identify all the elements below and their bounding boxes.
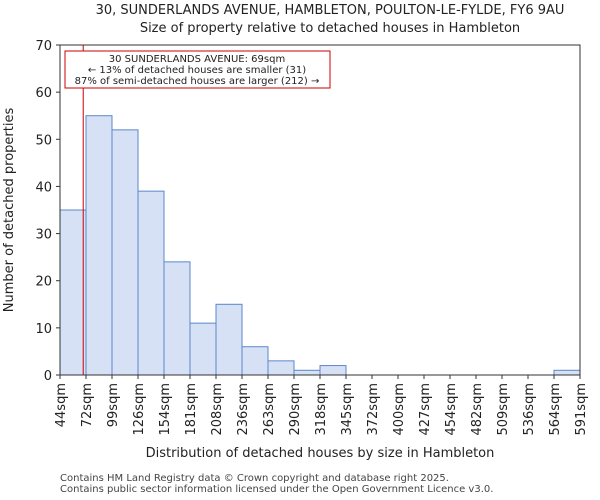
x-tick-label-427sqm: 427sqm [418, 383, 433, 436]
bar-290sqm [293, 369, 321, 376]
x-tick-label-509sqm: 509sqm [496, 383, 511, 436]
annotation-box: 30 SUNDERLANDS AVENUE: 69sqm ← 13% of de… [64, 50, 331, 89]
y-axis: 0 10 20 30 40 50 60 70 [35, 39, 60, 384]
bars-group [59, 115, 581, 376]
y-tick-label-20: 20 [35, 275, 52, 290]
bar-318sqm [319, 365, 347, 376]
x-tick-label-482sqm: 482sqm [470, 383, 485, 436]
bar-44sqm [59, 209, 87, 376]
footer-line-2: Contains public sector information licen… [60, 484, 494, 495]
x-tick-label-290sqm: 290sqm [288, 383, 303, 436]
x-tick-label-564sqm: 564sqm [548, 383, 563, 436]
x-tick-label-72sqm: 72sqm [80, 383, 95, 427]
bar-263sqm [267, 360, 295, 376]
x-tick-label-154sqm: 154sqm [158, 383, 173, 436]
x-tick-label-400sqm: 400sqm [392, 383, 407, 436]
bar-126sqm [137, 190, 165, 376]
annotation-line-2: ← 13% of detached houses are smaller (31… [88, 65, 306, 76]
y-tick-label-50: 50 [35, 133, 52, 148]
x-axis: 44sqm 72sqm 99sqm 126sqm 154sqm 181sqm 208sqm 2… [54, 375, 589, 436]
x-tick-label-345sqm: 345sqm [340, 383, 355, 436]
bar-99sqm [111, 129, 139, 376]
chart-title: 30, SUNDERLANDS AVENUE, HAMBLETON, POULT… [96, 3, 565, 18]
y-tick-label-60: 60 [35, 86, 52, 101]
bar-236sqm [241, 346, 269, 376]
chart-subtitle: Size of property relative to detached ho… [140, 21, 520, 36]
bar-181sqm [189, 322, 217, 376]
y-axis-label: Number of detached properties [2, 108, 17, 313]
x-tick-label-591sqm: 591sqm [574, 383, 589, 436]
x-tick-label-536sqm: 536sqm [522, 383, 537, 436]
x-tick-label-208sqm: 208sqm [210, 383, 225, 436]
y-tick-label-10: 10 [35, 322, 52, 337]
bar-154sqm [163, 261, 191, 376]
y-tick-label-0: 0 [44, 369, 52, 384]
x-tick-label-99sqm: 99sqm [106, 383, 121, 427]
x-tick-label-44sqm: 44sqm [54, 383, 69, 427]
x-tick-label-181sqm: 181sqm [184, 383, 199, 436]
x-tick-label-318sqm: 318sqm [314, 383, 329, 436]
bar-72sqm [85, 115, 113, 376]
x-tick-label-263sqm: 263sqm [262, 383, 277, 436]
x-tick-label-236sqm: 236sqm [236, 383, 251, 436]
annotation-frame [64, 50, 331, 89]
y-tick-label-30: 30 [35, 228, 52, 243]
bar-208sqm [215, 303, 243, 376]
bar-564sqm [553, 369, 581, 376]
annotation-line-1: 30 SUNDERLANDS AVENUE: 69sqm [109, 54, 285, 65]
x-tick-label-454sqm: 454sqm [444, 383, 459, 436]
x-tick-label-372sqm: 372sqm [366, 383, 381, 436]
footer-line-1: Contains HM Land Registry data © Crown c… [60, 473, 449, 484]
x-tick-label-126sqm: 126sqm [132, 383, 147, 436]
y-tick-label-70: 70 [35, 39, 52, 54]
annotation-line-3: 87% of semi-detached houses are larger (… [75, 76, 320, 87]
y-tick-label-40: 40 [35, 180, 52, 195]
x-axis-label: Distribution of detached houses by size … [146, 446, 495, 461]
